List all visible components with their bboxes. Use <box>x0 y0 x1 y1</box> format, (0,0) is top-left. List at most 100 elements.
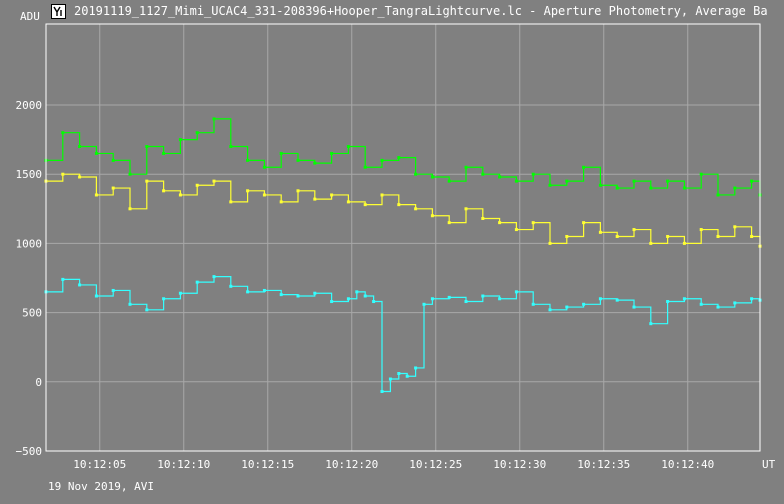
data-point-target <box>430 297 434 301</box>
data-point-target <box>598 297 602 301</box>
data-point-comp1 <box>162 151 166 155</box>
y-tick-label: 500 <box>22 307 42 320</box>
y-tick-label: 0 <box>35 376 42 389</box>
data-point-comp2 <box>615 234 619 238</box>
data-point-comp1 <box>548 183 552 187</box>
plot-frame <box>45 23 761 452</box>
data-point-target <box>330 300 334 304</box>
data-point-comp2 <box>447 221 451 225</box>
data-point-comp1 <box>682 186 686 190</box>
data-point-comp2 <box>262 193 266 197</box>
data-point-comp1 <box>330 151 334 155</box>
x-tick-label: 10:12:20 <box>325 458 378 471</box>
data-point-target <box>313 291 317 295</box>
data-point-target <box>447 295 451 299</box>
data-point-comp1 <box>246 158 250 162</box>
data-point-target <box>649 322 653 326</box>
data-point-comp1 <box>313 161 317 165</box>
data-point-comp1 <box>582 165 586 169</box>
data-point-comp1 <box>380 158 384 162</box>
data-point-target <box>733 301 737 305</box>
data-point-comp2 <box>195 183 199 187</box>
data-point-comp2 <box>699 228 703 232</box>
data-point-comp2 <box>565 234 569 238</box>
data-point-comp2 <box>750 234 754 238</box>
data-point-comp1 <box>565 179 569 183</box>
data-point-comp2 <box>380 193 384 197</box>
window-title: 20191119_1127_Mimi_UCAC4_331-208396+Hoop… <box>74 4 768 18</box>
data-point-comp2 <box>330 193 334 197</box>
data-point-comp2 <box>498 221 502 225</box>
series-line-comp1 <box>46 118 761 196</box>
data-point-comp1 <box>615 186 619 190</box>
data-point-comp2 <box>430 214 434 218</box>
data-point-target <box>405 374 409 378</box>
data-point-comp2 <box>716 234 720 238</box>
y-axis-label: ADU <box>20 10 40 23</box>
y-tick-label: 1000 <box>16 237 43 250</box>
data-point-target <box>615 298 619 302</box>
data-point-comp1 <box>195 131 199 135</box>
data-point-comp1 <box>94 151 98 155</box>
data-point-target <box>531 302 535 306</box>
x-tick-label: 10:12:35 <box>577 458 630 471</box>
x-tick-label: 10:12:15 <box>241 458 294 471</box>
data-point-comp2 <box>246 189 250 193</box>
tangra-app-icon <box>51 4 66 19</box>
data-point-target <box>178 291 182 295</box>
data-point-target <box>716 305 720 309</box>
data-point-comp2 <box>229 200 233 204</box>
data-point-comp1 <box>632 179 636 183</box>
data-point-comp1 <box>481 172 485 176</box>
data-point-comp2 <box>649 241 653 245</box>
data-point-comp1 <box>699 172 703 176</box>
data-point-target <box>145 308 149 312</box>
data-point-comp1 <box>262 165 266 169</box>
x-tick-label: 10:12:10 <box>157 458 210 471</box>
data-point-target <box>355 290 359 294</box>
date-footer: 19 Nov 2019, AVI <box>48 480 154 493</box>
data-point-comp1 <box>716 193 720 197</box>
data-point-comp2 <box>78 175 82 179</box>
data-point-comp1 <box>61 131 65 135</box>
data-point-target <box>279 293 283 297</box>
data-point-target <box>61 277 65 281</box>
data-point-comp1 <box>447 179 451 183</box>
data-point-comp2 <box>582 221 586 225</box>
data-point-comp2 <box>363 203 367 207</box>
data-point-comp2 <box>682 241 686 245</box>
data-point-comp2 <box>548 241 552 245</box>
y-axis-ticks: −500 0 500 1000 1500 2000 <box>16 99 43 458</box>
data-point-comp1 <box>430 175 434 179</box>
data-point-comp1 <box>666 179 670 183</box>
data-point-comp1 <box>649 186 653 190</box>
data-point-comp1 <box>598 183 602 187</box>
data-point-comp1 <box>531 172 535 176</box>
data-point-target <box>699 302 703 306</box>
data-point-comp2 <box>733 225 737 229</box>
x-axis-label: UT <box>762 458 776 471</box>
data-point-target <box>414 366 418 370</box>
y-tick-label: 2000 <box>16 99 43 112</box>
chart-series <box>44 117 762 393</box>
data-point-comp2 <box>279 200 283 204</box>
data-point-target <box>464 300 468 304</box>
data-point-target <box>296 294 300 298</box>
data-point-comp1 <box>464 165 468 169</box>
data-point-comp2 <box>598 230 602 234</box>
data-point-target <box>632 305 636 309</box>
x-tick-label: 10:12:40 <box>661 458 714 471</box>
data-point-target <box>195 280 199 284</box>
data-point-comp1 <box>296 158 300 162</box>
data-point-target <box>682 297 686 301</box>
data-point-target <box>481 294 485 298</box>
data-point-comp2 <box>481 216 485 220</box>
data-point-target <box>128 302 132 306</box>
data-point-comp2 <box>397 203 401 207</box>
x-tick-label: 10:12:30 <box>493 458 546 471</box>
data-point-comp1 <box>78 145 82 149</box>
data-point-comp2 <box>632 228 636 232</box>
data-point-target <box>162 297 166 301</box>
data-point-comp2 <box>212 179 216 183</box>
series-line-comp2 <box>46 173 761 247</box>
